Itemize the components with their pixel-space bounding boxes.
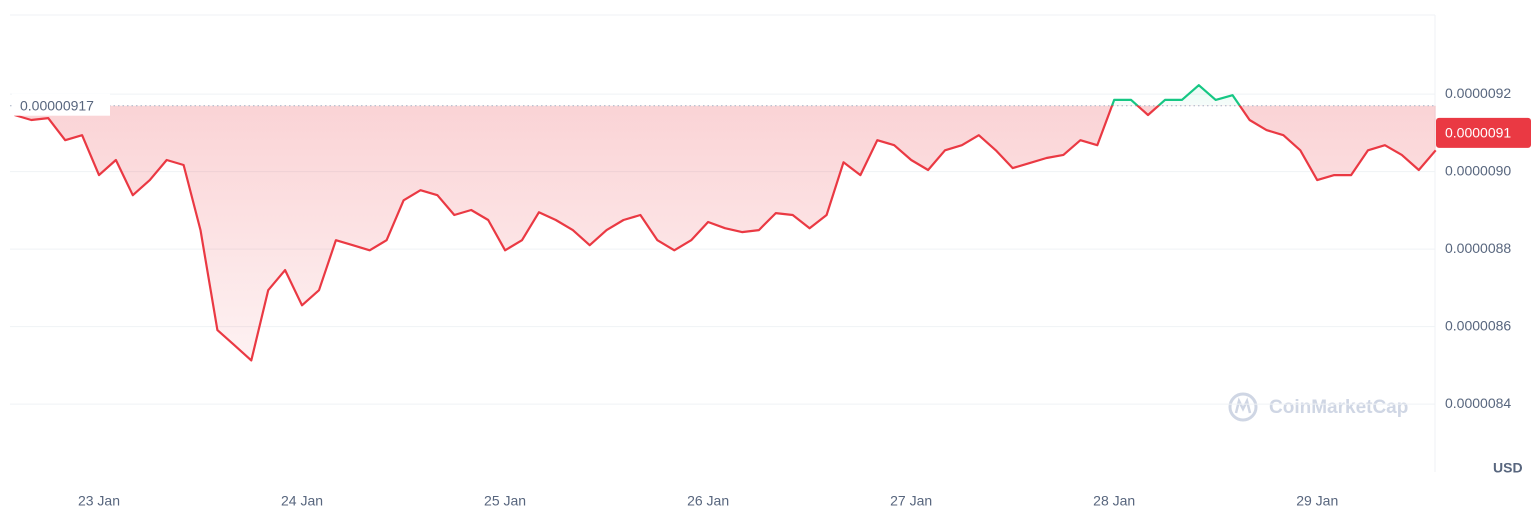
x-tick-label: 23 Jan: [78, 493, 120, 509]
current-price-label: 0.0000091: [1445, 125, 1511, 141]
x-tick-label: 24 Jan: [281, 493, 323, 509]
y-tick-label: 0.0000086: [1445, 317, 1511, 333]
y-tick-label: 0.0000090: [1445, 162, 1511, 178]
watermark-logo-mark: [1234, 397, 1252, 414]
currency-label: USD: [1493, 460, 1523, 476]
x-tick-label: 28 Jan: [1093, 493, 1135, 509]
baseline-label: 0.00000917: [20, 97, 94, 113]
x-tick-label: 27 Jan: [890, 493, 932, 509]
watermark-logo: [1228, 392, 1258, 422]
y-tick-label: 0.0000092: [1445, 85, 1511, 101]
baseline-label-bg: [12, 93, 110, 116]
x-tick-label: 25 Jan: [484, 493, 526, 509]
watermark-text: CoinMarketCap: [1269, 397, 1408, 418]
area-fill: [14, 85, 1436, 361]
x-tick-label: 29 Jan: [1296, 493, 1338, 509]
price-line: [14, 84, 1437, 362]
watermark: CoinMarketCap: [1228, 392, 1408, 422]
y-tick-label: 0.0000084: [1445, 395, 1511, 411]
y-tick-label: 0.0000088: [1445, 240, 1511, 256]
x-tick-label: 26 Jan: [687, 493, 729, 509]
current-price-tag: [1436, 117, 1531, 148]
